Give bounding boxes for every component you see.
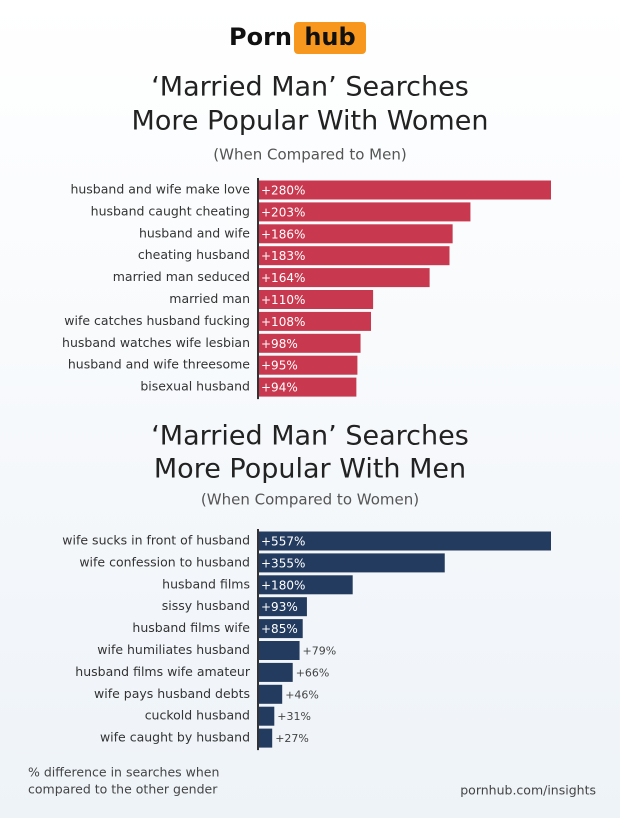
value-label: +280%: [261, 184, 305, 198]
chart-subtitle: (When Compared to Men): [213, 146, 406, 164]
bar: [258, 180, 551, 200]
value-label: +203%: [261, 205, 305, 219]
category-label: married man seduced: [113, 269, 250, 284]
chart-title: ‘Married Man’ Searches: [151, 72, 469, 103]
logo-box: [294, 22, 366, 54]
category-label: cuckold husband: [145, 708, 250, 723]
category-label: wife confession to husband: [79, 554, 250, 569]
bar: [258, 641, 300, 660]
value-label: +31%: [277, 710, 311, 723]
value-label: +27%: [275, 732, 309, 745]
category-label: bisexual husband: [140, 379, 250, 394]
bar: [258, 290, 374, 309]
bar: [258, 706, 275, 726]
logo-left: Porn: [229, 23, 292, 51]
category-label: wife pays husband debts: [94, 686, 250, 701]
category-label: wife catches husband fucking: [64, 313, 250, 328]
value-label: +164%: [261, 271, 305, 285]
chart-title: More Popular With Women: [132, 106, 489, 137]
value-label: +85%: [261, 622, 298, 636]
value-label: +66%: [296, 666, 330, 679]
bar: [258, 662, 293, 682]
source: pornhub.com/insights: [460, 783, 596, 798]
category-label: husband films: [162, 576, 250, 591]
category-label: married man: [169, 291, 250, 306]
footnote: compared to the other gender: [28, 782, 218, 797]
category-label: husband and wife make love: [70, 182, 250, 197]
value-label: +110%: [261, 293, 305, 307]
value-label: +98%: [261, 337, 298, 351]
bar: [258, 224, 453, 244]
category-label: sissy husband: [162, 598, 250, 613]
bar: [258, 684, 283, 704]
value-label: +95%: [261, 359, 298, 373]
category-label: cheating husband: [138, 247, 250, 262]
bar: [258, 597, 307, 617]
value-label: +557%: [261, 535, 305, 549]
bar: [258, 355, 358, 375]
category-label: husband and wife threesome: [68, 357, 250, 372]
bar: [258, 268, 430, 288]
bar: [258, 575, 353, 595]
value-label: +355%: [261, 556, 305, 570]
value-label: +108%: [261, 315, 305, 329]
category-label: husband watches wife lesbian: [62, 335, 250, 350]
bar: [258, 619, 303, 639]
value-label: +183%: [261, 249, 305, 263]
bar: [258, 202, 471, 222]
logo-right: hub: [304, 23, 355, 51]
bar: [258, 246, 450, 266]
value-label: +79%: [303, 645, 337, 658]
bar: [258, 333, 361, 353]
bar: [258, 531, 551, 551]
value-label: +94%: [261, 381, 298, 395]
value-label: +46%: [285, 688, 319, 701]
category-label: wife sucks in front of husband: [62, 533, 250, 548]
value-label: +186%: [261, 227, 305, 241]
chart-title: More Popular With Men: [154, 454, 466, 485]
bar: [258, 377, 357, 397]
chart-title: ‘Married Man’ Searches: [151, 421, 469, 452]
category-label: husband caught cheating: [91, 203, 250, 218]
category-label: husband films wife amateur: [75, 664, 251, 679]
bar: [258, 311, 372, 331]
value-label: +93%: [261, 600, 298, 614]
value-label: +180%: [261, 578, 305, 592]
category-label: wife caught by husband: [100, 730, 250, 745]
category-label: husband films wife: [132, 620, 250, 635]
footnote: % difference in searches when: [28, 765, 219, 780]
category-label: husband and wife: [139, 225, 250, 240]
category-label: wife humiliates husband: [97, 642, 250, 657]
bar: [258, 728, 273, 748]
bar: [258, 553, 445, 573]
chart-subtitle: (When Compared to Women): [201, 491, 419, 509]
